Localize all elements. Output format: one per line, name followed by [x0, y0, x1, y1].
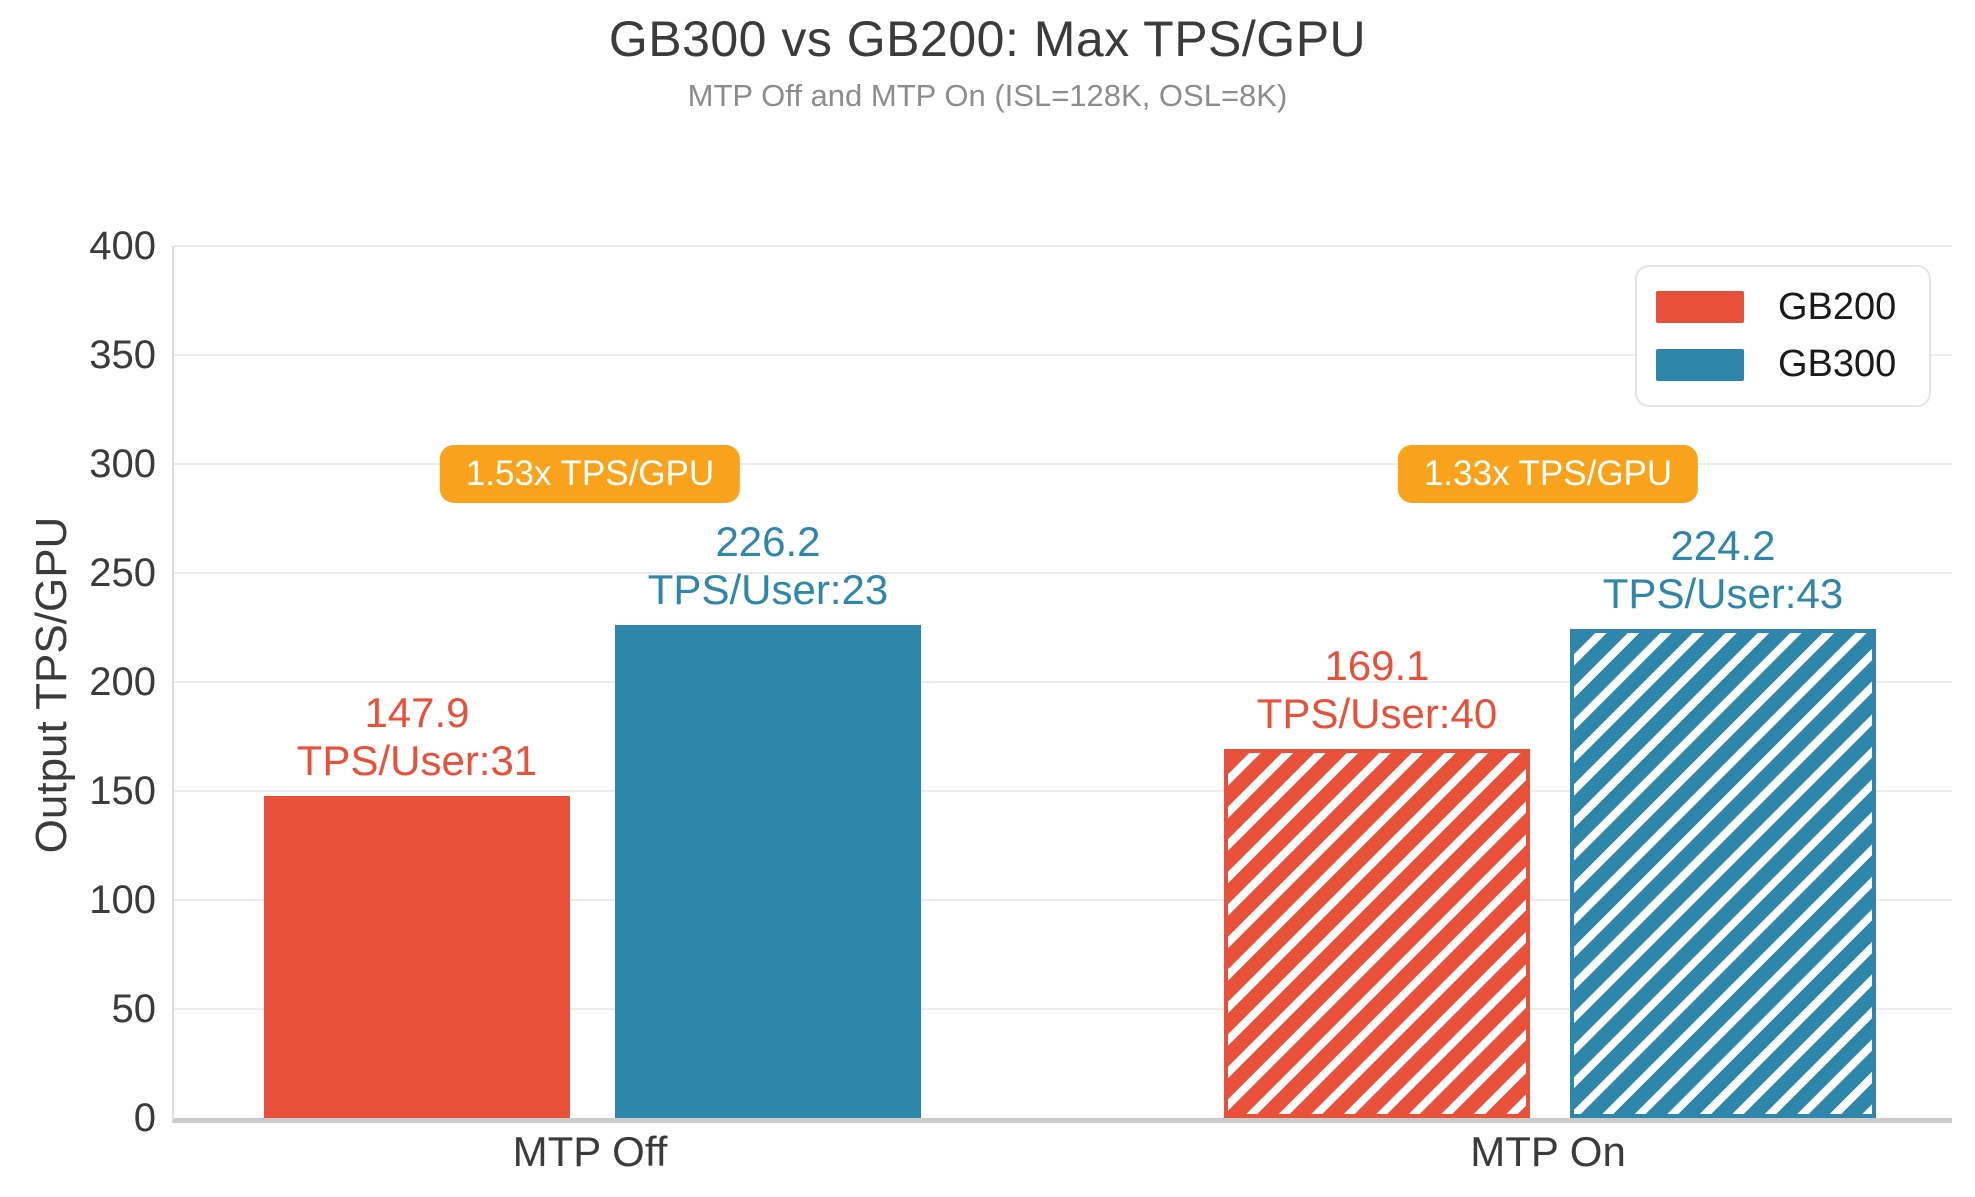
x-tick-mtp-on: MTP On — [1470, 1128, 1626, 1175]
legend-row-gb200: GB200 — [1637, 286, 1929, 329]
gridline-150 — [174, 790, 1952, 792]
y-tick-50: 50 — [111, 987, 157, 1031]
bar-label-gb300-mtp-off: 226.2 TPS/User:23 — [518, 518, 1018, 615]
bar-label-line: TPS/User:43 — [1602, 570, 1844, 618]
gridline-400 — [174, 245, 1952, 247]
speedup-badge-mtp-off: 1.53x TPS/GPU — [439, 445, 741, 503]
legend-label-gb200: GB200 — [1778, 285, 1897, 328]
y-tick-200: 200 — [89, 660, 156, 704]
legend-swatch-gb300 — [1656, 348, 1744, 381]
bar-label-gb200-mtp-on: 169.1 TPS/User:40 — [1127, 642, 1627, 739]
gridline-250 — [174, 572, 1952, 574]
chart-subtitle: MTP Off and MTP On (ISL=128K, OSL=8K) — [687, 78, 1288, 113]
speedup-badge-mtp-on: 1.33x TPS/GPU — [1397, 445, 1699, 503]
bar-gb200-mtp-off — [264, 796, 570, 1118]
bar-gb300-mtp-on — [1570, 629, 1876, 1118]
gridline-350 — [174, 354, 1952, 356]
bar-label-line: 169.1 — [1324, 641, 1430, 689]
gridline-300 — [174, 463, 1952, 465]
bar-label-line: TPS/User:31 — [296, 737, 538, 785]
bar-label-line: 226.2 — [715, 517, 821, 565]
bar-label-line: TPS/User:23 — [647, 566, 889, 614]
gridline-200 — [174, 681, 1952, 683]
bar-label-line: TPS/User:40 — [1256, 690, 1498, 738]
legend: GB200 GB300 — [1635, 265, 1931, 407]
bar-label-gb200-mtp-off: 147.9 TPS/User:31 — [167, 689, 667, 786]
bar-label-line: 224.2 — [1670, 521, 1776, 569]
y-tick-0: 0 — [133, 1096, 156, 1140]
y-tick-150: 150 — [89, 769, 156, 813]
bar-label-gb300-mtp-on: 224.2 TPS/User:43 — [1473, 522, 1973, 619]
y-tick-250: 250 — [89, 551, 156, 595]
chart-title: GB300 vs GB200: Max TPS/GPU — [608, 11, 1367, 67]
legend-label-gb300: GB300 — [1778, 343, 1897, 386]
gridline-100 — [174, 899, 1952, 901]
y-tick-100: 100 — [89, 878, 156, 922]
bar-gb200-mtp-on — [1224, 749, 1530, 1118]
bar-label-line: 147.9 — [364, 688, 470, 736]
y-tick-400: 400 — [89, 224, 156, 268]
y-tick-300: 300 — [89, 442, 156, 486]
x-tick-mtp-off: MTP Off — [512, 1128, 668, 1175]
legend-row-gb300: GB300 — [1637, 343, 1929, 386]
gridline-50 — [174, 1008, 1952, 1010]
legend-swatch-gb200 — [1656, 291, 1744, 324]
bar-gb300-mtp-off — [615, 625, 921, 1118]
plot-area: 147.9 TPS/User:31 169.1 TPS/User:40 226.2 TPS… — [172, 245, 1952, 1123]
y-tick-350: 350 — [89, 333, 156, 377]
